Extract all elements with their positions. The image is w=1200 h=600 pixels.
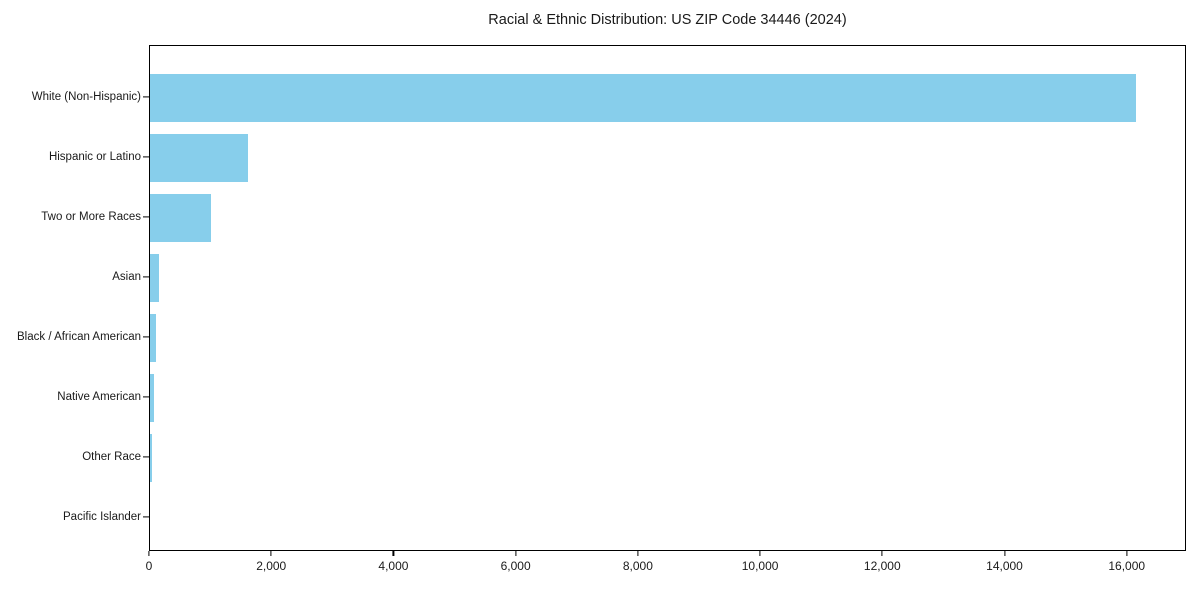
y-tick-label: Black / African American [17, 331, 141, 343]
plot-area [149, 45, 1186, 551]
y-tick-label: Two or More Races [41, 211, 141, 223]
y-tick-label: Pacific Islander [63, 511, 141, 523]
y-tick-label: Native American [57, 391, 141, 403]
y-tick-mark [143, 516, 149, 518]
bar [150, 254, 160, 302]
y-tick-mark [143, 396, 149, 398]
y-tick-label: Other Race [82, 451, 141, 463]
x-tick-label: 8,000 [622, 559, 653, 573]
y-tick-mark [143, 96, 149, 98]
y-tick-label: Asian [112, 271, 141, 283]
y-tick-mark [143, 156, 149, 158]
x-tick-mark [637, 551, 639, 556]
chart-title: Racial & Ethnic Distribution: US ZIP Cod… [488, 12, 847, 28]
y-tick-mark [143, 336, 149, 338]
x-tick-mark [515, 551, 517, 556]
y-tick-label: Hispanic or Latino [48, 151, 141, 163]
x-tick-mark [1126, 551, 1128, 556]
bar [150, 374, 154, 422]
bar [150, 74, 1136, 122]
x-tick-label: 0 [145, 559, 153, 573]
x-tick-label: 2,000 [256, 559, 287, 573]
bar [150, 134, 248, 182]
bar [150, 434, 153, 482]
x-tick-mark [881, 551, 883, 556]
bar [150, 314, 156, 362]
x-tick-label: 10,000 [741, 559, 779, 573]
y-tick-label: White (Non-Hispanic) [31, 91, 141, 103]
y-tick-mark [143, 456, 149, 458]
x-tick-label: 12,000 [863, 559, 901, 573]
bar [150, 194, 212, 242]
x-tick-mark [392, 551, 395, 556]
y-tick-mark [143, 216, 149, 218]
x-tick-mark [148, 551, 150, 556]
x-tick-mark [270, 551, 272, 556]
x-tick-mark [759, 551, 761, 556]
x-tick-label: 16,000 [1108, 559, 1146, 573]
y-tick-mark [143, 276, 149, 278]
x-tick-label: 14,000 [986, 559, 1023, 573]
x-tick-mark [1003, 551, 1006, 556]
x-tick-label: 6,000 [500, 559, 531, 573]
x-tick-label: 4,000 [378, 559, 409, 573]
